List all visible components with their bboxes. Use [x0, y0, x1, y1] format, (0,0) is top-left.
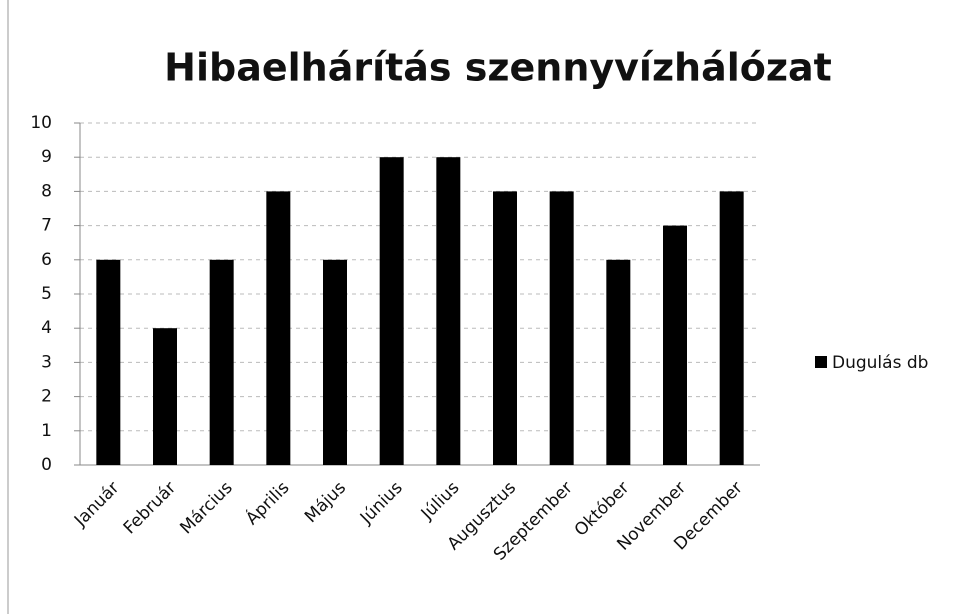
bar	[493, 191, 517, 465]
x-tick-label: Június	[356, 478, 407, 529]
bar	[379, 157, 404, 465]
x-tick-label: Július	[417, 478, 464, 525]
y-tick-label: 9	[41, 147, 52, 167]
x-tick-label: Február	[120, 478, 180, 538]
bar	[719, 191, 744, 465]
y-tick-label: 10	[30, 113, 52, 133]
y-tick-label: 4	[41, 318, 52, 338]
y-tick-label: 3	[41, 352, 52, 372]
bar	[549, 191, 574, 465]
x-tick-label: Május	[301, 478, 350, 527]
legend-label: Dugulás db	[832, 353, 928, 373]
x-tick-label: Április	[241, 476, 294, 529]
x-tick-label: Január	[70, 478, 123, 531]
legend-swatch	[815, 356, 827, 368]
y-tick-label: 5	[41, 284, 52, 304]
bar	[96, 259, 121, 465]
bar	[153, 328, 177, 465]
bar	[606, 259, 631, 465]
y-tick-label: 1	[41, 421, 52, 441]
x-tick-label: Március	[176, 478, 236, 538]
bar	[436, 157, 461, 465]
y-tick-label: 0	[41, 455, 52, 475]
y-tick-label: 7	[41, 216, 52, 236]
bar	[663, 225, 687, 465]
bar	[209, 259, 234, 465]
y-tick-label: 6	[41, 250, 52, 270]
y-tick-label: 2	[41, 387, 52, 407]
y-tick-label: 8	[41, 181, 52, 201]
chart-title: Hibaelhárítás szennyvízhálózat	[164, 46, 832, 90]
bar	[323, 259, 347, 465]
bar	[266, 191, 291, 465]
